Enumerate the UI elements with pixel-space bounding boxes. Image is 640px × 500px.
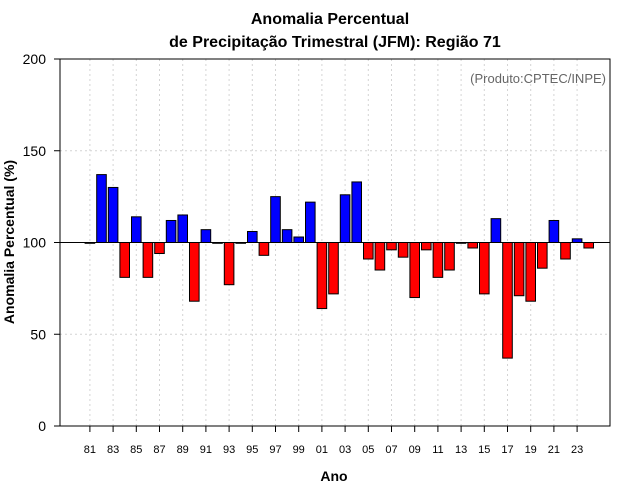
- bar-02: [328, 242, 339, 295]
- bar-99: [293, 236, 304, 243]
- bar-83: [107, 186, 119, 243]
- bar-03: [339, 194, 351, 243]
- bar-87: [154, 242, 165, 255]
- x-tick-label: 91: [200, 444, 212, 456]
- x-tick-label: 09: [409, 444, 421, 456]
- bar-85: [131, 216, 142, 243]
- bar-01: [316, 242, 328, 310]
- y-tick-label: 100: [23, 235, 47, 251]
- bar-93: [223, 242, 235, 286]
- bar-12: [444, 242, 455, 271]
- x-tick-label: 01: [316, 444, 328, 456]
- x-tick-label: 83: [107, 444, 119, 456]
- x-axis-ticks: 81 83 85 87 89 91 93 95 97 99 01 03 05 07 09 11 13 15 17 19…: [84, 426, 583, 456]
- x-tick-label: 15: [478, 444, 490, 456]
- x-tick-label: 93: [223, 444, 235, 456]
- bar-16: [490, 218, 502, 243]
- x-tick-label: 13: [455, 444, 467, 456]
- bar-06: [374, 242, 386, 271]
- bar-15: [479, 242, 490, 295]
- bar-24: [583, 242, 595, 249]
- x-tick-label: 03: [339, 444, 351, 456]
- bar-21: [548, 219, 560, 243]
- y-tick-label: 200: [23, 51, 47, 67]
- bar-95: [247, 230, 258, 244]
- bar-98: [281, 229, 293, 244]
- bar-84: [119, 242, 131, 278]
- gridlines: [60, 59, 610, 426]
- bars: [84, 174, 595, 359]
- bar-20: [537, 242, 548, 269]
- x-tick-label: 89: [177, 444, 189, 456]
- bar-17: [502, 242, 513, 359]
- x-tick-label: 05: [362, 444, 374, 456]
- x-tick-label: 81: [84, 444, 96, 456]
- bar-04: [351, 181, 362, 244]
- chart-title-line-1: Anomalia Percentual: [251, 11, 409, 28]
- bar-05: [363, 242, 374, 260]
- bar-18: [513, 242, 525, 297]
- chart-title-line-2: de Precipitação Trimestral (JFM): Região…: [169, 34, 501, 51]
- bar-23: [571, 238, 583, 244]
- credit-text: (Produto:CPTEC/INPE): [470, 71, 606, 86]
- x-tick-label: 07: [385, 444, 397, 456]
- x-tick-label: 19: [525, 444, 537, 456]
- bar-14: [467, 242, 478, 249]
- bar-07: [386, 242, 397, 251]
- bar-00: [305, 201, 316, 244]
- bar-97: [270, 196, 281, 244]
- bar-90: [189, 242, 200, 302]
- x-tick-label: 11: [432, 444, 443, 456]
- bar-96: [258, 242, 270, 256]
- y-tick-label: 0: [38, 418, 46, 434]
- x-tick-label: 85: [130, 444, 142, 456]
- x-tick-label: 97: [269, 444, 281, 456]
- x-tick-label: 21: [548, 444, 560, 456]
- bar-89: [177, 214, 188, 243]
- bar-82: [96, 174, 107, 244]
- y-axis-label: Anomalia Percentual (%): [1, 160, 17, 324]
- bar-08: [397, 242, 409, 258]
- x-tick-label: 99: [293, 444, 305, 456]
- bar-09: [409, 242, 420, 299]
- bar-86: [142, 242, 154, 278]
- y-tick-label: 150: [23, 143, 47, 159]
- bar-22: [560, 242, 571, 260]
- x-tick-label: 17: [501, 444, 513, 456]
- x-tick-label: 87: [153, 444, 165, 456]
- y-tick-label: 50: [30, 326, 46, 342]
- x-tick-label: 95: [246, 444, 258, 456]
- bar-88: [165, 219, 177, 243]
- bar-19: [525, 242, 537, 302]
- bar-91: [200, 229, 212, 244]
- bar-11: [432, 242, 444, 278]
- y-axis-ticks: 0 50 100 150 200: [23, 51, 60, 434]
- bar-10: [421, 242, 432, 251]
- x-axis-label: Ano: [320, 468, 347, 484]
- x-tick-label: 23: [571, 444, 583, 456]
